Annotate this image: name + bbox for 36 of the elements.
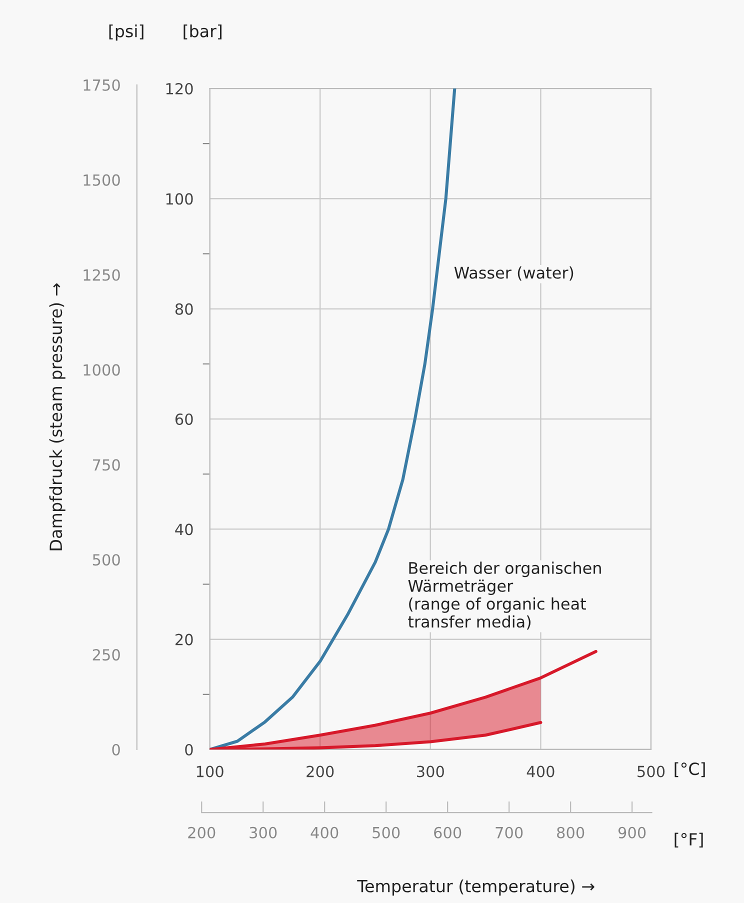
x2-tick-label: 200 (188, 826, 216, 838)
text: [bar] (184, 24, 222, 40)
y2-tick-label: 1750 (84, 79, 120, 91)
y-tick-label: 0 (185, 744, 193, 756)
x-tick-label: 500 (638, 766, 665, 778)
y2-tick-label: 1500 (84, 174, 120, 186)
x-tick-label: 200 (306, 766, 334, 778)
x2-tick-label: 400 (310, 826, 338, 838)
y-tick-label: 80 (175, 303, 193, 315)
y2-tick-label: 1250 (84, 269, 120, 281)
x-tick-label: 100 (196, 766, 224, 778)
text: [°F] (674, 832, 703, 848)
y2-tick-label: 750 (93, 459, 120, 471)
x2-tick-label: 800 (557, 826, 584, 838)
text: [°C] (674, 762, 705, 778)
x2-tick-label: 900 (618, 826, 646, 838)
y2-tick-label: 0 (112, 744, 120, 756)
y-tick-label: 60 (175, 413, 193, 426)
text: [psi] (109, 24, 144, 41)
x-tick-label: 400 (526, 766, 554, 778)
y-tick-label: 20 (176, 634, 193, 646)
y2-tick-label: 1000 (84, 364, 120, 376)
y-tick-label: 100 (166, 193, 193, 205)
x2-tick-label: 500 (372, 826, 400, 838)
y-tick-label: 120 (166, 82, 193, 95)
y2-axis-title: Dampfdruck (steam pressure) → (49, 283, 66, 550)
y2-tick-label: 250 (92, 649, 120, 661)
x2-tick-label: 700 (496, 826, 523, 838)
x-axis-title: Temperatur (temperature) → (357, 880, 594, 896)
annotation: Bereich der organischen Wärmeträger (range of organic heat transfer media) (408, 562, 601, 630)
y-tick-label: 40 (175, 524, 193, 536)
x-tick-label: 300 (416, 766, 444, 778)
x2-tick-label: 300 (250, 826, 277, 838)
x2-tick-label: 600 (434, 826, 462, 838)
annotation: Wasser (water) (454, 266, 574, 281)
y2-tick-label: 500 (92, 554, 120, 566)
